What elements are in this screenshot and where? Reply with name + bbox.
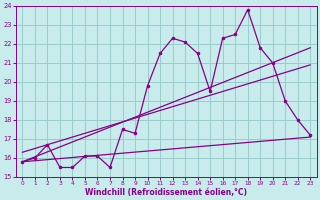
X-axis label: Windchill (Refroidissement éolien,°C): Windchill (Refroidissement éolien,°C) [85,188,247,197]
